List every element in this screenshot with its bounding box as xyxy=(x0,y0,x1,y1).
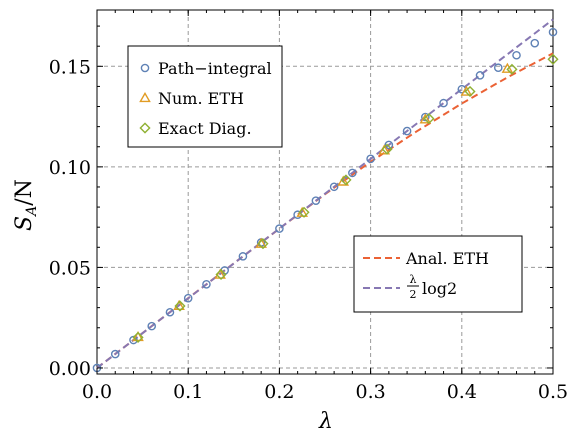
series-0-point xyxy=(548,27,558,37)
axes: 0.0 0.1 0.2 0.3 0.4 0.5 0.00 0.05 0.10 0.15 xyxy=(49,10,568,403)
series-1-point xyxy=(337,175,350,186)
y-tick-label: 0.05 xyxy=(49,257,91,279)
x-tick-label: 0.0 xyxy=(82,381,112,403)
y-tick-label: 0.15 xyxy=(49,56,91,78)
y-axis-label: SA/N xyxy=(12,179,40,231)
series-0-point xyxy=(238,252,248,261)
series-2-point xyxy=(423,113,435,125)
x-tick-label: 0.5 xyxy=(538,381,568,403)
series-markers xyxy=(92,27,559,373)
series-0-point xyxy=(402,126,412,136)
series-1-point xyxy=(378,144,391,155)
series-0-point xyxy=(421,112,430,122)
y-tick-label: 0.00 xyxy=(49,358,91,380)
series-0-point xyxy=(439,98,448,108)
series-2-point xyxy=(464,85,476,98)
x-tick-label: 0.3 xyxy=(355,381,385,403)
y-axis-label-sub: A xyxy=(24,206,40,218)
legend-markers-box xyxy=(127,45,283,148)
series-0-point xyxy=(530,38,540,48)
x-tick-label: 0.2 xyxy=(264,381,294,403)
series-0-point xyxy=(329,182,339,192)
series-0-point xyxy=(475,71,485,80)
legend-lines: Anal. ETH λ 2 log2 xyxy=(353,235,523,313)
legend-line-anal-eth-label: Anal. ETH xyxy=(405,249,489,268)
legend-marker-1-symbol xyxy=(139,91,151,103)
svg-text:log2: log2 xyxy=(422,279,457,298)
series-0-point xyxy=(183,293,193,303)
series-2-point xyxy=(340,174,352,186)
y-tick-label: 0.10 xyxy=(49,157,91,179)
series-0-point xyxy=(147,321,157,331)
svg-text:2: 2 xyxy=(410,288,417,301)
series-0-point xyxy=(202,280,211,289)
series-0-point xyxy=(110,349,120,359)
legend-marker-0-label: Path−integral xyxy=(158,59,272,78)
series-2-point xyxy=(381,143,393,155)
x-tick-label: 0.4 xyxy=(447,381,477,403)
x-tick-label: 0.1 xyxy=(173,381,203,403)
y-axis-label-main: S xyxy=(12,216,37,231)
svg-text:λ: λ xyxy=(410,273,417,286)
series-1-point xyxy=(501,62,514,73)
legend-marker-0-symbol xyxy=(140,63,150,73)
series-1-point xyxy=(460,85,473,96)
legend-lines-box xyxy=(353,235,523,313)
series-2-point xyxy=(215,268,227,281)
series-2-point xyxy=(174,300,186,312)
series-2-point xyxy=(132,331,144,343)
legend-markers: Path−integral Num. ETH Exact Diag. xyxy=(127,45,283,148)
series-0-point xyxy=(311,196,321,205)
series-0-point xyxy=(366,154,375,164)
series-0-point xyxy=(348,168,357,178)
series-0-point xyxy=(384,140,394,150)
series-1-point xyxy=(132,330,144,342)
legend-marker-2-symbol xyxy=(139,122,151,134)
legend-line-half-log2-label: λ 2 log2 xyxy=(407,273,457,301)
legend-marker-2-label: Exact Diag. xyxy=(158,119,252,138)
series-0-point xyxy=(493,63,503,73)
series-0-point xyxy=(275,224,284,233)
series-1-point xyxy=(419,113,432,124)
series-2-point xyxy=(298,206,310,218)
series-2-point xyxy=(257,238,269,250)
series-0-point xyxy=(512,50,521,60)
plot-frame xyxy=(96,9,554,375)
series-2-point xyxy=(547,53,559,65)
x-axis-label: λ xyxy=(318,409,333,434)
svg-text:SA/N: SA/N xyxy=(12,179,40,231)
series-2-point xyxy=(506,63,518,75)
legend-marker-1-label: Num. ETH xyxy=(158,89,244,108)
y-axis-label-tail: /N xyxy=(12,179,37,206)
series-0-point xyxy=(165,307,175,317)
